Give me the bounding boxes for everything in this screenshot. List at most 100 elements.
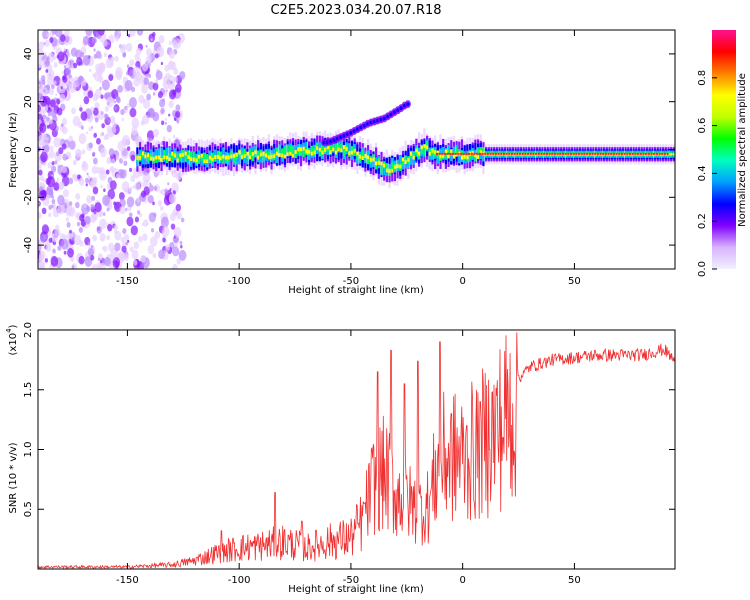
x-tick-label: 0 [459, 575, 465, 586]
noise-blob [60, 34, 66, 42]
noise-blob [129, 246, 134, 253]
noise-blob [141, 222, 145, 226]
ridge-cell [313, 150, 316, 155]
ridge-cell [302, 146, 305, 151]
ridge-core [612, 152, 616, 155]
ridge-cell [361, 156, 364, 161]
noise-blob [93, 48, 96, 52]
noise-blob [154, 231, 161, 239]
noise-blob [67, 230, 74, 240]
spectrogram-y-label: Frequency (Hz) [8, 112, 19, 188]
noise-blob [122, 228, 127, 234]
noise-blob [152, 201, 155, 206]
noise-blob [170, 223, 176, 230]
noise-blob [158, 249, 166, 260]
colorbar-ticks: 0.0 0.2 0.4 0.6 0.8 [697, 70, 717, 277]
noise-blob [143, 98, 146, 102]
ridge-cell [476, 147, 480, 155]
noise-blob [104, 105, 109, 112]
ridge-cell [216, 155, 220, 159]
ridge-cell [189, 151, 193, 159]
ridge-cell [342, 149, 346, 157]
noise-blob [71, 107, 76, 115]
ridge-cell [181, 152, 185, 157]
x-tick-label: 0 [459, 276, 465, 287]
noise-blob [134, 216, 140, 223]
ridge-core [438, 152, 441, 155]
noise-blob [40, 151, 48, 163]
ridge-cell [219, 151, 222, 159]
ridge-core [468, 152, 471, 155]
noise-blob [87, 90, 94, 99]
ridge-core [658, 152, 661, 155]
ridge-cell [198, 156, 201, 164]
noise-blob [75, 193, 81, 200]
ridge-core [454, 152, 457, 155]
ridge-core [516, 152, 519, 155]
noise-blob [44, 258, 48, 263]
noise-blob [97, 110, 105, 120]
noise-blob [168, 100, 174, 109]
noise-blob [38, 164, 41, 171]
noise-blob [48, 237, 53, 243]
ridge-cell [163, 149, 166, 158]
ridge-cell [163, 155, 166, 160]
ridge-core [518, 152, 522, 155]
ridge-cell [206, 159, 209, 164]
noise-blob [113, 100, 117, 104]
spectrogram-panel: -150 -100 -50 0 50 -40 -20 0 20 40 Height of str… [8, 29, 676, 296]
ridge-cell [463, 154, 466, 159]
ridge-cell [195, 158, 198, 163]
ridge-cell [265, 153, 268, 158]
noise-blob [66, 49, 70, 53]
y-tick-label: 1.0 [23, 442, 34, 458]
noise-blob [68, 74, 72, 79]
ridge-cell [479, 150, 482, 154]
colorbar-tick-label: 0.8 [697, 70, 708, 86]
ridge-core [449, 152, 452, 155]
ridge-core [655, 152, 658, 155]
ridge-cell [310, 151, 313, 156]
noise-blob [115, 37, 119, 42]
ridge-cell [152, 156, 155, 161]
x-tick-label: 50 [568, 575, 581, 586]
noise-blob [64, 35, 70, 43]
noise-blob [46, 185, 54, 196]
ridge-cell [431, 148, 434, 153]
noise-blob [117, 84, 123, 93]
ridge-core [556, 152, 559, 155]
noise-blob [129, 59, 135, 67]
ridge-cell [391, 168, 394, 173]
ridge-core [441, 152, 444, 155]
ridge-core [564, 152, 567, 155]
ridge-core [623, 152, 626, 155]
noise-blob [106, 156, 112, 165]
noise-blob [127, 239, 130, 243]
ridge-cell [455, 147, 458, 155]
noise-blob [65, 217, 69, 222]
ridge-cell [240, 154, 244, 159]
ridge-core [492, 152, 495, 155]
noise-blob [108, 148, 115, 157]
ridge-core [551, 152, 554, 155]
ridge-core [610, 152, 613, 155]
ridge-cell [251, 152, 254, 156]
noise-blob [172, 246, 180, 257]
ridge-core [580, 152, 583, 155]
ridge-core [645, 152, 648, 155]
ridge-cell [307, 149, 311, 154]
ridge-cell [460, 155, 464, 160]
noise-blob [50, 99, 56, 108]
ridge-cell [192, 157, 195, 162]
noise-blob [91, 195, 96, 202]
ridge-cell [482, 147, 485, 155]
ridge-cell [208, 156, 211, 164]
noise-blob [112, 257, 121, 268]
ridge-cell [206, 153, 209, 162]
noise-blob [45, 243, 52, 252]
noise-blob [168, 193, 177, 204]
y-tick-label: 1.5 [23, 382, 34, 398]
noise-blob [123, 160, 128, 166]
noise-blob [159, 205, 164, 211]
noise-blob [38, 253, 45, 262]
